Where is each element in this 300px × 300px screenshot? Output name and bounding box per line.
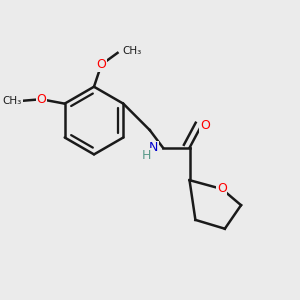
Text: O: O: [36, 93, 46, 106]
Text: O: O: [217, 182, 227, 196]
Text: H: H: [142, 149, 152, 162]
Text: O: O: [200, 119, 210, 132]
Text: CH₃: CH₃: [122, 46, 141, 56]
Text: O: O: [96, 58, 106, 71]
Text: N: N: [149, 141, 159, 154]
Text: CH₃: CH₃: [3, 96, 22, 106]
